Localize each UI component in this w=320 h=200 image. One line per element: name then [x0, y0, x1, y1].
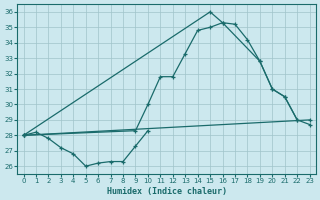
X-axis label: Humidex (Indice chaleur): Humidex (Indice chaleur) — [107, 187, 227, 196]
